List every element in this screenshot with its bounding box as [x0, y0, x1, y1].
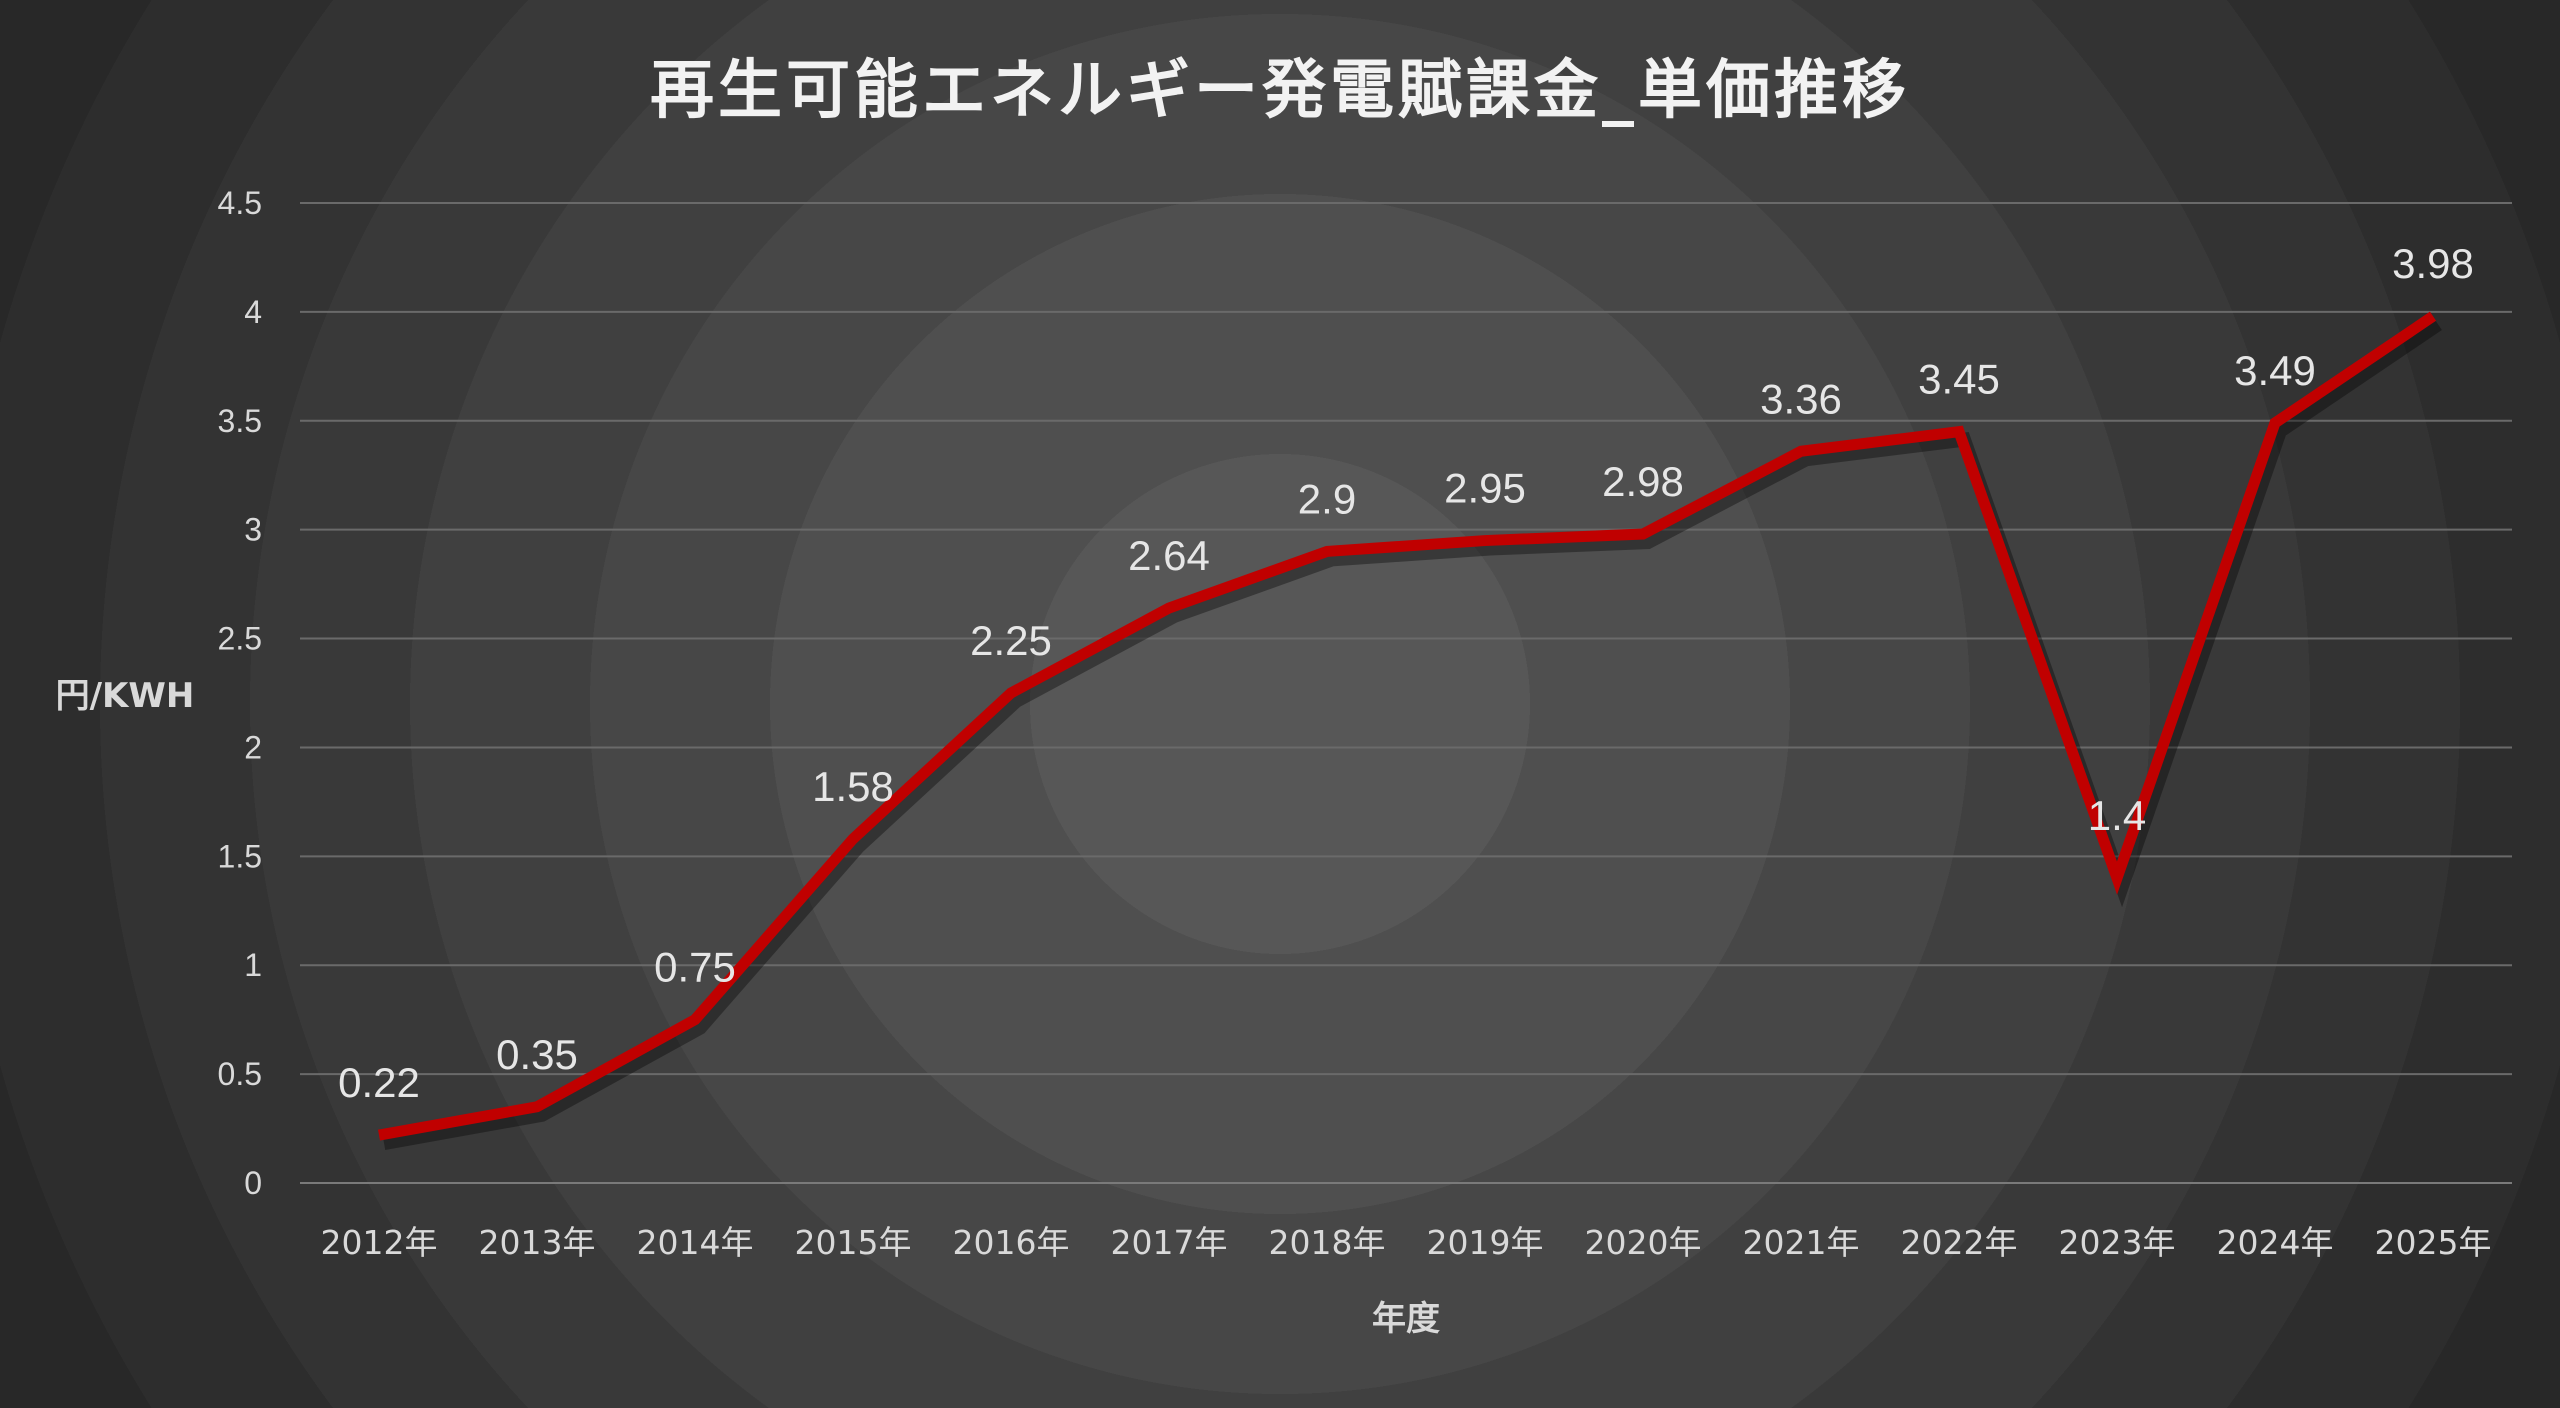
x-tick-label: 2017年: [1111, 1223, 1228, 1262]
y-tick-label: 4.5: [218, 185, 262, 221]
y-axis-ticks: 0 0.5 1 1.5 2 2.5 3 3.5 4 4.5: [218, 185, 262, 1201]
x-tick-label: 2020年: [1585, 1223, 1702, 1262]
y-tick-label: 0: [244, 1165, 262, 1201]
x-tick-label: 2023年: [2059, 1223, 2176, 1262]
x-tick-label: 2014年: [637, 1223, 754, 1262]
y-tick-label: 1.5: [218, 838, 262, 874]
x-tick-label: 2016年: [953, 1223, 1070, 1262]
gridlines: [300, 202, 2512, 1184]
series: [378, 311, 2442, 1150]
x-tick-label: 2015年: [795, 1223, 912, 1262]
y-tick-label: 2.5: [218, 621, 262, 657]
data-label: 3.45: [1918, 356, 2000, 403]
data-label: 0.75: [654, 944, 736, 991]
y-tick-label: 0.5: [218, 1056, 262, 1092]
data-label: 2.64: [1128, 532, 1210, 579]
y-tick-label: 1: [244, 947, 262, 983]
x-tick-label: 2024年: [2217, 1223, 2334, 1262]
data-labels: 0.22 0.35 0.75 1.58 2.25 2.64 2.9 2.95 2.98 3.36 3…: [338, 240, 2474, 1106]
chart-title: 再生可能エネルギー発電賦課金_単価推移: [650, 54, 1910, 128]
data-label: 1.4: [2088, 792, 2146, 839]
y-tick-label: 4: [244, 294, 262, 330]
x-tick-label: 2025年: [2375, 1223, 2492, 1262]
data-label: 0.22: [338, 1059, 420, 1106]
x-tick-label: 2019年: [1427, 1223, 1544, 1262]
data-label: 0.35: [496, 1031, 578, 1078]
x-tick-label: 2012年: [321, 1223, 438, 1262]
x-axis-ticks: 2012年 2013年 2014年 2015年 2016年 2017年 2018年 2019年…: [321, 1223, 2492, 1262]
x-tick-label: 2018年: [1269, 1223, 1386, 1262]
data-label: 2.98: [1602, 458, 1684, 505]
data-label: 2.25: [970, 617, 1052, 664]
data-label: 1.58: [812, 763, 894, 810]
y-tick-label: 3: [244, 512, 262, 548]
data-label: 3.98: [2392, 240, 2474, 287]
y-tick-label: 2: [244, 729, 262, 765]
y-tick-label: 3.5: [218, 403, 262, 439]
x-tick-label: 2021年: [1743, 1223, 1860, 1262]
x-tick-label: 2013年: [479, 1223, 596, 1262]
data-label: 3.49: [2234, 347, 2316, 394]
data-label: 3.36: [1760, 375, 1842, 422]
series-line: [378, 311, 2437, 1141]
x-tick-label: 2022年: [1901, 1223, 2018, 1262]
data-label: 2.9: [1298, 475, 1356, 522]
data-label: 2.95: [1444, 465, 1526, 512]
x-axis-title: 年度: [1372, 1299, 1440, 1339]
y-axis-title: 円/KWH: [56, 676, 195, 716]
